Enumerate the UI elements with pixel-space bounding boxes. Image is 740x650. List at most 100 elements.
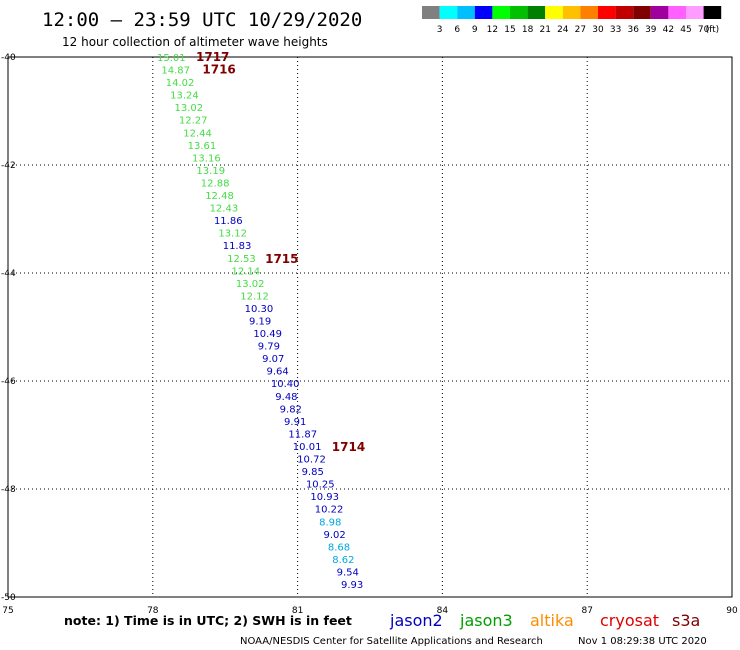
time-label: 1716 bbox=[202, 63, 235, 77]
time-label: 1717 bbox=[196, 50, 229, 64]
scale-swatch bbox=[562, 6, 581, 19]
wave-height-label: 9.91 bbox=[284, 417, 306, 428]
wave-height-label: 13.12 bbox=[218, 229, 247, 240]
wave-height-label: 9.79 bbox=[258, 342, 280, 353]
scale-swatch bbox=[474, 6, 493, 19]
y-tick-label: -42 bbox=[1, 161, 16, 171]
x-tick-label: 75 bbox=[2, 606, 13, 616]
wave-height-label: 9.07 bbox=[262, 354, 284, 365]
wave-height-label: 13.24 bbox=[170, 91, 199, 102]
scale-swatch bbox=[527, 6, 546, 19]
wave-height-label: 11.87 bbox=[288, 429, 317, 440]
scale-swatch bbox=[422, 6, 440, 19]
wave-height-label: 8.98 bbox=[319, 517, 341, 528]
scale-swatch bbox=[598, 6, 616, 19]
satellite-altika: altika bbox=[530, 611, 574, 630]
scale-label: 42 bbox=[663, 25, 674, 35]
x-tick-label: 81 bbox=[292, 606, 303, 616]
scale-label: 9 bbox=[472, 25, 478, 35]
scale-swatch bbox=[439, 6, 458, 19]
wave-height-label: 13.02 bbox=[236, 279, 265, 290]
wave-height-label: 9.48 bbox=[275, 392, 297, 403]
wave-height-label: 12.53 bbox=[227, 254, 256, 265]
scale-label: 12 bbox=[487, 25, 498, 35]
scale-label: 27 bbox=[575, 25, 586, 35]
wave-height-label: 10.72 bbox=[297, 455, 326, 466]
wave-height-label: 8.68 bbox=[328, 542, 350, 553]
scale-swatch bbox=[633, 6, 651, 19]
wave-height-label: 9.54 bbox=[337, 567, 359, 578]
scale-label: 18 bbox=[522, 25, 534, 35]
satellite-jason2: jason2 bbox=[389, 611, 443, 630]
wave-height-label: 14.02 bbox=[166, 78, 195, 89]
scale-swatch bbox=[686, 6, 704, 19]
wave-height-label: 15.01 bbox=[157, 53, 186, 64]
x-tick-label: 84 bbox=[437, 606, 449, 616]
wave-height-label: 10.01 bbox=[293, 442, 322, 453]
wave-height-label: 9.93 bbox=[341, 580, 363, 591]
data-labels: 15.0114.8714.0213.2413.0212.2712.4413.61… bbox=[157, 53, 363, 591]
wave-height-label: 10.40 bbox=[271, 379, 300, 390]
wave-height-label: 12.44 bbox=[183, 128, 212, 139]
wave-height-label: 11.83 bbox=[223, 241, 252, 252]
wave-height-label: 12.48 bbox=[205, 191, 234, 202]
scale-label: 70 bbox=[698, 25, 710, 35]
wave-height-label: 10.93 bbox=[310, 492, 339, 503]
wave-height-label: 11.86 bbox=[214, 216, 243, 227]
scale-label: 30 bbox=[592, 25, 604, 35]
wave-height-label: 10.25 bbox=[306, 480, 335, 491]
y-tick-label: -48 bbox=[1, 485, 16, 495]
wave-height-label: 13.16 bbox=[192, 153, 221, 164]
y-tick-label: -46 bbox=[1, 377, 16, 387]
scale-swatch bbox=[650, 6, 669, 19]
wave-height-label: 8.62 bbox=[332, 555, 354, 566]
wave-height-label: 9.19 bbox=[249, 317, 271, 328]
wave-height-label: 10.22 bbox=[315, 505, 344, 516]
scale-label: 6 bbox=[454, 25, 460, 35]
scale-swatch bbox=[580, 6, 598, 19]
scale-swatch bbox=[668, 6, 686, 19]
time-label: 1715 bbox=[265, 252, 298, 266]
satellite-jason3: jason3 bbox=[459, 611, 513, 630]
y-tick-label: -40 bbox=[1, 53, 16, 63]
page-subtitle: 12 hour collection of altimeter wave hei… bbox=[62, 35, 328, 49]
plot-area: 75 78 81 84 87 90 -40 -42 -44 -46 -48 -50 15.01 14.… bbox=[1, 50, 738, 616]
scale-swatch bbox=[703, 6, 722, 19]
wave-height-label: 14.87 bbox=[161, 66, 190, 77]
wave-height-label: 10.30 bbox=[245, 304, 274, 315]
wave-height-label: 13.19 bbox=[196, 166, 225, 177]
wave-height-label: 12.88 bbox=[201, 178, 230, 189]
scale-swatch bbox=[615, 6, 634, 19]
wave-height-label: 9.64 bbox=[267, 367, 289, 378]
scale-label: 45 bbox=[680, 25, 691, 35]
wave-height-label: 12.12 bbox=[240, 291, 269, 302]
scale-label: 3 bbox=[437, 25, 443, 35]
wave-height-label: 9.85 bbox=[302, 467, 324, 478]
scale-swatch bbox=[492, 6, 510, 19]
scale-swatch bbox=[457, 6, 475, 19]
wave-height-label: 9.02 bbox=[323, 530, 345, 541]
wave-height-label: 12.43 bbox=[210, 204, 239, 215]
wave-height-label: 13.61 bbox=[188, 141, 217, 152]
page-title: 12:00 – 23:59 UTC 10/29/2020 bbox=[42, 9, 362, 31]
scale-label: 39 bbox=[645, 25, 657, 35]
satellite-s3a: s3a bbox=[672, 611, 700, 630]
plot-frame bbox=[7, 56, 733, 598]
scale-unit: (ft) bbox=[706, 25, 720, 35]
scale-label: 21 bbox=[539, 25, 550, 35]
wave-height-label: 10.49 bbox=[253, 329, 282, 340]
scale-swatch bbox=[545, 6, 563, 19]
x-tick-label: 90 bbox=[726, 606, 738, 616]
y-tick-label: -44 bbox=[1, 269, 16, 279]
wave-height-label: 13.02 bbox=[175, 103, 204, 114]
scale-label: 24 bbox=[557, 25, 569, 35]
y-tick-label: -50 bbox=[1, 593, 16, 603]
wave-height-label: 9.82 bbox=[280, 404, 302, 415]
footer-timestamp: Nov 1 08:29:38 UTC 2020 bbox=[578, 636, 707, 647]
satellite-cryosat: cryosat bbox=[600, 611, 659, 630]
satellite-legend: jason2 jason3 altika cryosat s3a bbox=[389, 611, 700, 630]
wave-height-label: 12.27 bbox=[179, 116, 208, 127]
footer-credit: NOAA/NESDIS Center for Satellite Applica… bbox=[240, 636, 543, 647]
